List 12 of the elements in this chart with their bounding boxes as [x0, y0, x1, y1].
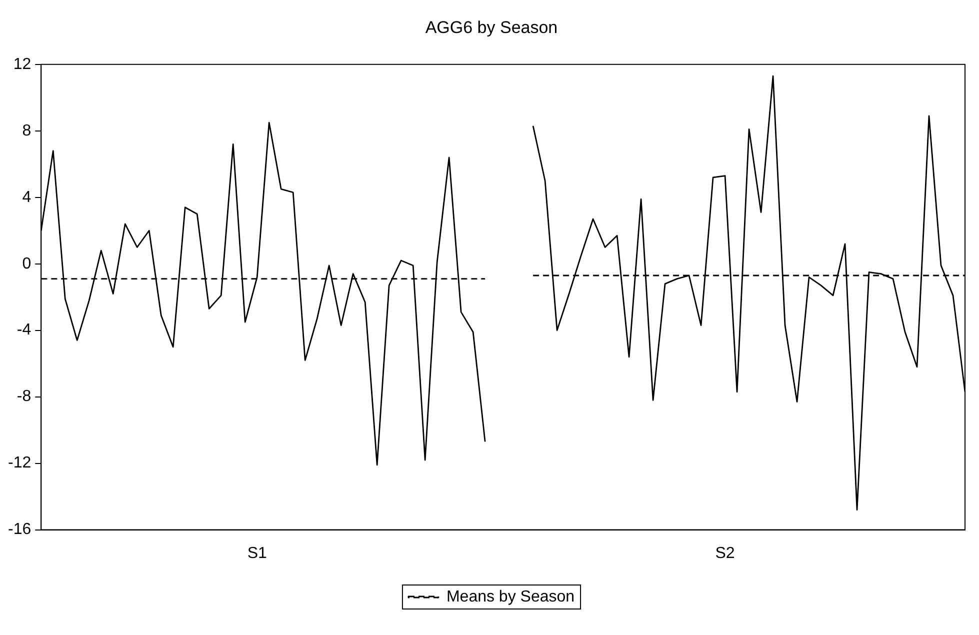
y-tick-label: 8	[22, 122, 32, 140]
chart-title: AGG6 by Season	[425, 18, 558, 37]
y-tick-label: 0	[22, 255, 32, 272]
y-tick-label: 12	[13, 56, 32, 73]
y-tick-label: -12	[8, 454, 32, 472]
x-tick-label: S2	[715, 544, 735, 562]
y-tick-label: 4	[22, 188, 32, 206]
legend-label: Means by Season	[446, 588, 575, 606]
x-tick-label: S1	[247, 544, 267, 562]
y-tick-label: -16	[8, 521, 32, 538]
y-tick-label: -4	[16, 322, 32, 339]
y-tick-label: -8	[16, 388, 32, 406]
